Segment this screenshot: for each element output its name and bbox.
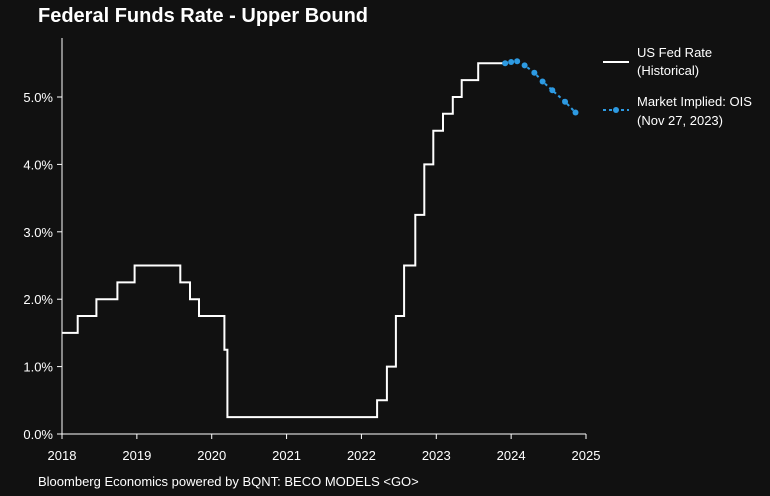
x-tick-label: 2020	[197, 448, 226, 463]
legend-marker-implied	[613, 107, 619, 113]
implied-point	[562, 98, 569, 105]
legend-label-implied: Market Implied: OIS	[637, 94, 752, 109]
chart-title: Federal Funds Rate - Upper Bound	[38, 5, 369, 27]
x-tick-label: 2024	[497, 448, 526, 463]
y-tick-label: 2.0%	[23, 292, 53, 307]
y-tick-label: 5.0%	[23, 90, 53, 105]
x-tick-label: 2022	[347, 448, 376, 463]
series-line-implied	[504, 60, 577, 114]
y-axis: 0.0% 1.0% 2.0% 3.0% 4.0% 5.0%	[23, 38, 63, 442]
x-tick-label: 2023	[422, 448, 451, 463]
implied-point	[514, 58, 521, 65]
y-tick-label: 4.0%	[23, 157, 53, 172]
chart-svg: 0.0% 1.0% 2.0% 3.0% 4.0% 5.0% 2018 2019 2020 202…	[23, 38, 752, 463]
series-layer	[62, 58, 579, 419]
y-tick-label: 3.0%	[23, 225, 53, 240]
implied-point	[531, 69, 538, 76]
y-tick-label: 0.0%	[23, 427, 53, 442]
legend: US Fed Rate (Historical) Market Implied: O…	[603, 45, 752, 128]
x-axis: 2018 2019 2020 2021 2022 2023 2024 2025	[48, 433, 601, 463]
source-footer: Bloomberg Economics powered by BQNT: BEC…	[38, 474, 419, 489]
implied-point	[572, 109, 579, 116]
implied-point	[539, 78, 546, 85]
implied-point	[549, 87, 556, 94]
implied-point	[508, 58, 515, 65]
y-tick-label: 1.0%	[23, 360, 53, 375]
legend-label-historical: (Historical)	[637, 63, 699, 78]
x-tick-label: 2025	[572, 448, 601, 463]
series-line-historical	[62, 62, 506, 419]
legend-label-implied: (Nov 27, 2023)	[637, 113, 723, 128]
x-tick-label: 2021	[272, 448, 301, 463]
x-tick-label: 2018	[48, 448, 77, 463]
implied-point	[502, 60, 509, 67]
x-tick-label: 2019	[122, 448, 151, 463]
legend-label-historical: US Fed Rate	[637, 45, 712, 60]
implied-point	[521, 62, 528, 69]
